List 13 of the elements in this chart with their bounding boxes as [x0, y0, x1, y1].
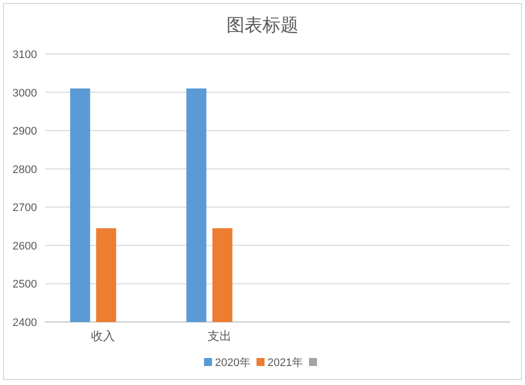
- y-tick-label: 3000: [12, 87, 37, 100]
- legend-label: 2021年: [268, 357, 303, 369]
- y-tick-label: 2500: [12, 278, 37, 291]
- title: 图表标题: [226, 15, 298, 35]
- y-tick-label: 2600: [12, 240, 37, 252]
- x-tick-label: 支出: [207, 329, 232, 343]
- y-tick-label: 3100: [12, 49, 37, 61]
- y-tick-label: 2400: [12, 317, 37, 329]
- legend-label: 2020年: [215, 357, 250, 369]
- x-tick-label: 收入: [91, 329, 116, 343]
- y-tick-label: 2700: [12, 202, 37, 214]
- y-tick-label: 2800: [12, 164, 37, 176]
- y-tick-label: 2900: [12, 126, 37, 138]
